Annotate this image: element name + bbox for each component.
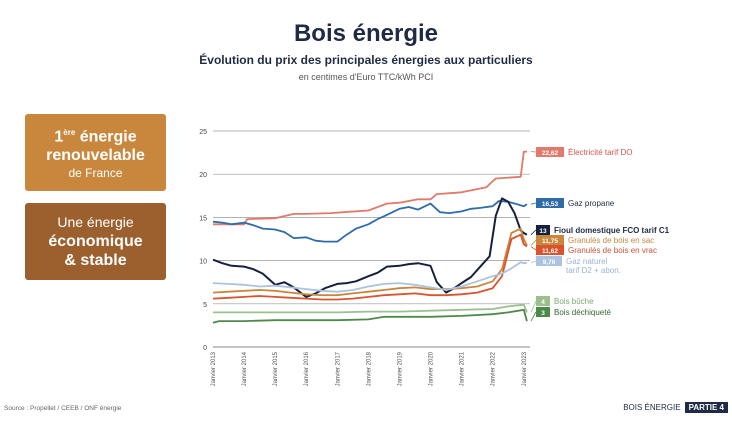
- series-label-5: Gaz naturel: [566, 257, 608, 266]
- x-tick-label-7: Janvier 2020: [429, 351, 435, 386]
- value-connector-6: [530, 300, 537, 313]
- value-tag-0: [536, 147, 564, 157]
- x-tick-label-1: Janvier 2014: [242, 351, 248, 386]
- value-tag-text-5: 9,76: [543, 259, 556, 266]
- renewable-box: 1ère énergie renouvelable de France: [25, 114, 166, 191]
- value-connector-3: [530, 239, 537, 246]
- series-line-6: [213, 303, 528, 314]
- footer: BOIS ÉNERGIE PARTIE 4: [623, 402, 728, 413]
- series-label-5-cont: tarif D2 + abon.: [566, 266, 621, 275]
- series-line-3: [212, 227, 528, 297]
- series-line-4: [212, 233, 528, 301]
- economic-box-line2: économique: [48, 233, 143, 250]
- value-tag-2: [536, 225, 550, 235]
- unit-label: en centimes d'Euro TTC/kWh PCI: [298, 72, 434, 82]
- value-tag-4: [536, 245, 564, 255]
- economic-box: Une énergie économique & stable: [25, 203, 166, 280]
- x-tick-label-6: Janvier 2019: [397, 351, 403, 386]
- footer-section: BOIS ÉNERGIE: [623, 403, 681, 412]
- value-tag-1: [536, 198, 564, 208]
- value-tag-text-2: 13: [539, 228, 547, 235]
- value-tag-text-4: 11,62: [542, 248, 558, 255]
- page-title: Bois énergie: [293, 20, 439, 47]
- x-tick-label-10: Janvier 2023: [522, 351, 528, 386]
- series-line-1: [212, 200, 528, 243]
- economic-box-line3: & stable: [64, 252, 127, 269]
- x-tick-label-3: Janvier 2016: [304, 351, 310, 386]
- value-connector-7: [530, 311, 537, 322]
- x-tick-label-4: Janvier 2017: [335, 351, 341, 386]
- renewable-box-number: 1: [54, 128, 64, 146]
- source-note: Source : Propellet / CEEB / ONF énergie: [4, 405, 122, 412]
- y-tick-label-10: 10: [199, 259, 207, 266]
- series-line-5: [212, 261, 528, 293]
- value-tag-text-7: 3: [541, 310, 545, 317]
- x-tick-label-2: Janvier 2015: [273, 351, 279, 386]
- value-connector-1: [530, 202, 537, 205]
- series-label-6: Bois bûche: [554, 297, 594, 306]
- y-tick-label-20: 20: [199, 172, 207, 179]
- series-label-4: Granulés de bois en vrac: [568, 246, 657, 255]
- series-label-1: Gaz propane: [568, 199, 615, 208]
- value-tag-3: [536, 235, 564, 245]
- economic-box-line1: Une énergie: [57, 214, 134, 230]
- footer-part: PARTIE 4: [684, 402, 728, 413]
- series-line-2: [212, 197, 528, 298]
- y-tick-label-25: 25: [199, 129, 207, 136]
- y-tick-label-15: 15: [199, 215, 207, 222]
- value-tag-text-3: 11,75: [542, 238, 558, 245]
- series-label-7: Bois déchiqueté: [554, 308, 611, 317]
- value-tag-text-6: 4: [541, 299, 545, 306]
- y-tick-label-5: 5: [203, 302, 207, 309]
- value-connector-2: [530, 229, 537, 235]
- series-label-2: Fioul domestique FCO tarif C1: [554, 226, 670, 235]
- value-tag-5: [536, 256, 562, 266]
- series-label-3: Granulés de bois en sac: [568, 236, 654, 245]
- value-tag-6: [536, 296, 550, 306]
- x-tick-label-0: Janvier 2013: [211, 351, 217, 386]
- value-connector-5: [530, 260, 537, 264]
- y-tick-label-0: 0: [203, 345, 207, 352]
- series-line-7: [212, 308, 528, 324]
- series-label-0: Électricité tarif DO: [568, 148, 632, 157]
- value-tag-text-0: 22,62: [542, 150, 559, 157]
- chart-subtitle: Évolution du prix des principales énergi…: [199, 53, 533, 67]
- renewable-box-line3: de France: [68, 166, 123, 181]
- renewable-box-line1: 1ère énergie: [25, 123, 166, 146]
- renewable-box-word: énergie: [79, 128, 137, 146]
- x-tick-label-9: Janvier 2022: [491, 351, 497, 386]
- renewable-box-line2: renouvelable: [46, 147, 145, 165]
- value-tag-7: [536, 307, 550, 317]
- series-line-0: [213, 150, 527, 226]
- value-tag-text-1: 16,53: [542, 201, 559, 208]
- x-tick-label-5: Janvier 2018: [366, 351, 372, 386]
- x-tick-label-8: Janvier 2021: [460, 351, 466, 386]
- value-connector-4: [530, 246, 537, 251]
- renewable-box-sup: ère: [63, 128, 76, 137]
